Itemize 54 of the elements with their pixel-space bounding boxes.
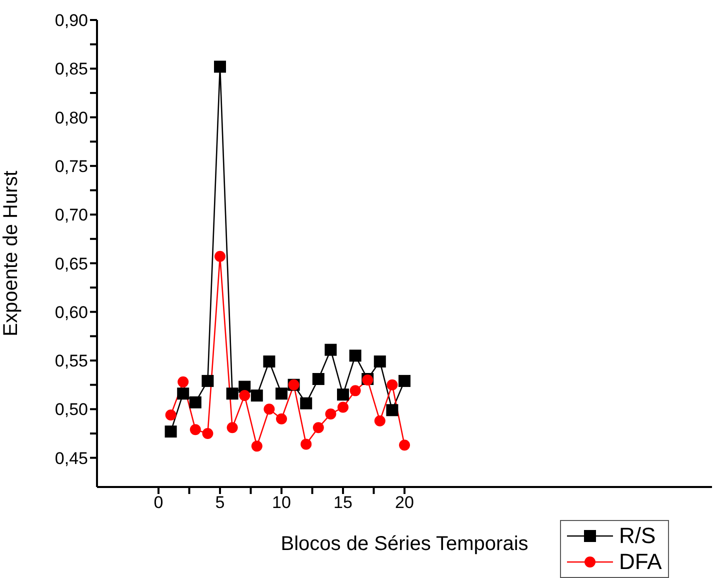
- y-axis-title: Expoente de Hurst: [0, 170, 22, 336]
- point: [300, 397, 312, 410]
- point: [164, 426, 177, 438]
- x-tick-label: 10: [272, 493, 291, 512]
- point: [250, 390, 263, 402]
- point: [325, 408, 336, 420]
- point: [398, 374, 410, 387]
- point: [264, 404, 275, 415]
- point: [312, 373, 324, 386]
- point: [226, 388, 238, 400]
- y-tick-label: 0,85: [54, 60, 88, 79]
- point: [165, 410, 176, 421]
- point: [214, 250, 226, 262]
- y-tick-label: 0,50: [54, 400, 88, 420]
- point: [202, 428, 214, 439]
- point: [239, 390, 250, 402]
- point: [337, 388, 349, 401]
- x-tick-label: 20: [395, 493, 414, 512]
- y-tick-label: 0,45: [54, 448, 88, 468]
- point: [399, 440, 410, 451]
- point: [226, 422, 238, 434]
- y-tick-label: 0,70: [54, 206, 88, 225]
- point: [202, 374, 214, 387]
- y-tick-label: 0,90: [54, 11, 88, 30]
- x-tick-label: 5: [215, 493, 225, 512]
- point: [251, 440, 262, 452]
- point: [276, 413, 287, 424]
- y-tick-label: 0,60: [54, 302, 88, 322]
- point: [263, 355, 276, 368]
- point: [386, 404, 398, 416]
- x-tick-label: 15: [334, 493, 352, 512]
- point: [189, 396, 202, 408]
- point: [324, 344, 337, 356]
- point: [190, 424, 201, 436]
- y-tick-label: 0,55: [54, 352, 88, 371]
- point: [178, 376, 189, 388]
- point: [300, 438, 312, 450]
- point: [374, 355, 386, 368]
- x-tick-label: 0: [154, 493, 164, 512]
- y-tick-label: 0,75: [54, 156, 88, 176]
- point: [177, 388, 190, 400]
- point: [386, 379, 398, 390]
- point: [349, 350, 362, 362]
- point: [350, 385, 361, 396]
- point: [312, 422, 324, 434]
- y-tick-label: 0,65: [54, 254, 88, 274]
- point: [338, 402, 348, 413]
- y-tick-label: 0,80: [54, 108, 88, 128]
- point: [214, 60, 226, 73]
- point: [374, 415, 386, 426]
- legend-label: R/S: [619, 523, 656, 549]
- point: [276, 388, 288, 400]
- x-axis-title: Blocos de Séries Temporais: [280, 533, 528, 555]
- legend-label: DFA: [619, 549, 662, 575]
